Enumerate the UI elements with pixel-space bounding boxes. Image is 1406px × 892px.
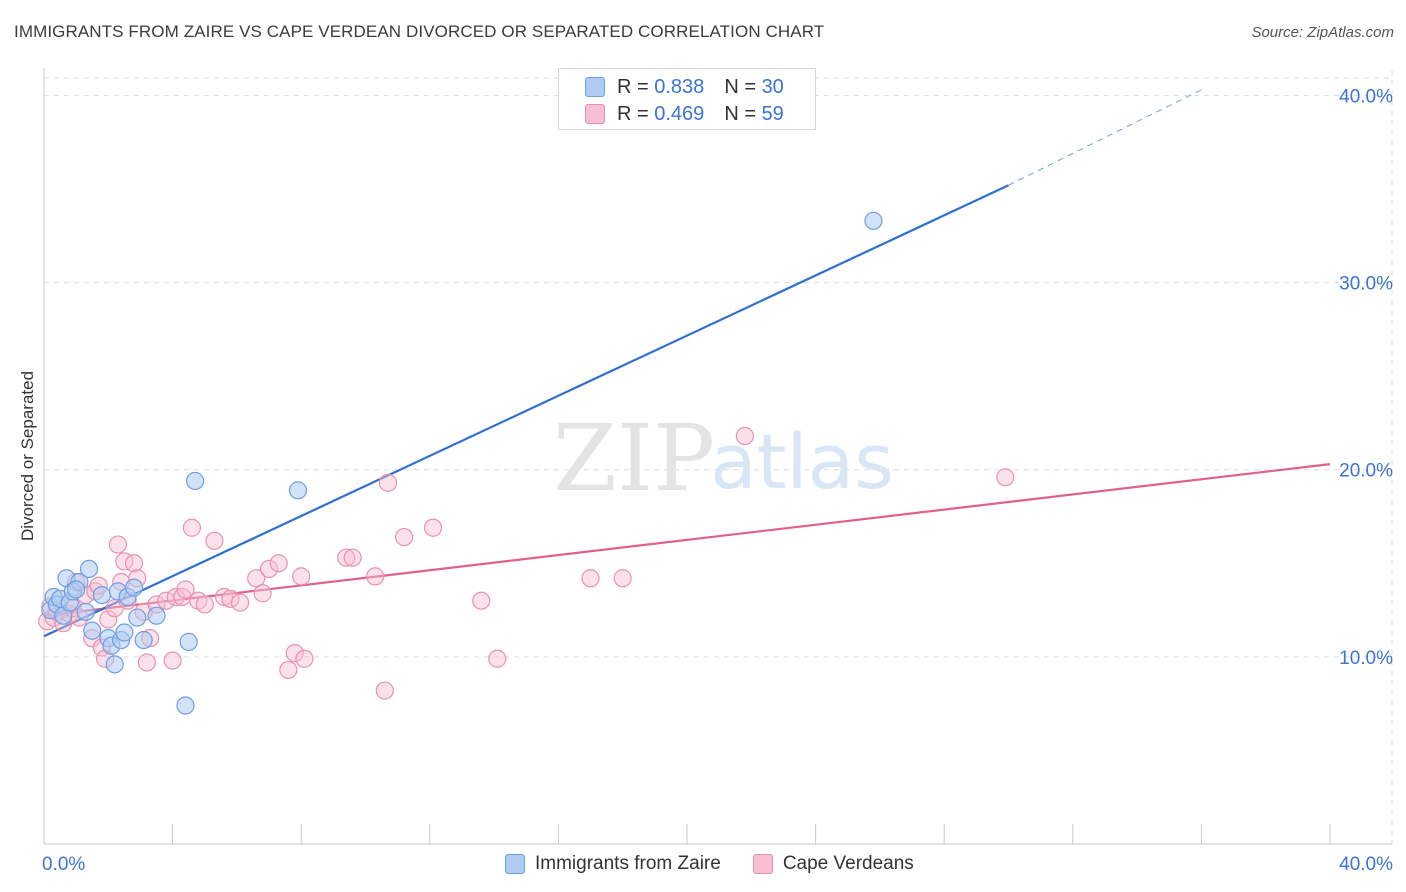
point-cape-verdean (163, 651, 182, 670)
x-tick-label: 0.0% (42, 854, 85, 875)
point-cape-verdean (205, 531, 224, 550)
point-cape-verdean (231, 593, 250, 612)
n-value: 30 (761, 75, 784, 98)
point-cape-verdean (337, 548, 356, 567)
point-cape-verdean (214, 587, 234, 607)
point-cape-verdean (108, 535, 128, 554)
point-cape-verdean (613, 569, 632, 588)
trendline-zaire (43, 184, 1009, 638)
watermark: ZIP atlas (553, 405, 894, 512)
trendline-zaire-extension (1008, 89, 1202, 186)
y-tick-label: 10.0% (1339, 648, 1393, 669)
point-cape-verdean (366, 567, 385, 586)
point-zaire (864, 211, 883, 230)
point-zaire (105, 655, 124, 674)
r-value: 0.838 (654, 75, 705, 98)
series-legend-item-cape-verdean: Cape Verdeans (752, 853, 914, 875)
legend-swatch-cape-verdean (752, 854, 773, 874)
point-cape-verdean (279, 660, 298, 680)
point-zaire (147, 606, 166, 625)
point-cape-verdean (124, 554, 144, 573)
point-cape-verdean (221, 589, 240, 608)
point-zaire (186, 471, 205, 491)
point-cape-verdean (292, 567, 311, 586)
n-label: N = (724, 102, 756, 125)
point-cape-verdean (166, 587, 185, 607)
point-cape-verdean (581, 569, 600, 588)
point-cape-verdean (472, 591, 491, 610)
point-cape-verdean (269, 554, 288, 573)
point-cape-verdean (343, 548, 362, 567)
point-zaire (128, 608, 147, 627)
y-axis-title: Divorced or Separated (18, 370, 37, 542)
trendline-cape-verdean (43, 463, 1331, 617)
legend-swatch-zaire (505, 854, 525, 874)
stats-legend-row-cape-verdean: R = 0.469 N = 59 (585, 101, 784, 127)
point-zaire (67, 580, 86, 599)
point-cape-verdean (247, 569, 266, 588)
point-zaire (115, 623, 134, 642)
point-zaire (134, 630, 153, 650)
point-zaire (179, 632, 198, 651)
point-cape-verdean (735, 426, 754, 446)
point-cape-verdean (378, 473, 398, 492)
point-cape-verdean (996, 468, 1015, 487)
axes (43, 68, 1392, 845)
point-cape-verdean (375, 681, 394, 700)
n-label: N = (724, 75, 756, 98)
r-label: R = (617, 102, 649, 125)
trend-lines (43, 89, 1331, 638)
r-value: 0.469 (654, 102, 705, 125)
data-points (38, 211, 1015, 715)
n-value: 59 (761, 102, 784, 125)
series-legend-item-zaire: Immigrants from Zaire (505, 853, 721, 875)
point-zaire (76, 602, 95, 622)
y-tick-label: 30.0% (1339, 274, 1393, 295)
r-label: R = (617, 75, 649, 98)
point-zaire (79, 559, 99, 579)
point-cape-verdean (182, 518, 201, 537)
point-cape-verdean (99, 610, 118, 629)
watermark-zip: ZIP (553, 405, 715, 512)
point-cape-verdean (295, 649, 314, 668)
point-cape-verdean (253, 584, 272, 603)
point-cape-verdean (195, 595, 214, 614)
grid-lines (44, 70, 1393, 844)
point-cape-verdean (488, 649, 507, 668)
series-legend-label: Cape Verdeans (782, 853, 914, 874)
tick-labels: 10.0% 20.0% 30.0% 40.0% 0.0% 40.0% (42, 86, 1393, 875)
point-zaire (176, 696, 195, 715)
chart-title: IMMIGRANTS FROM ZAIRE VS CAPE VERDEAN DI… (14, 22, 825, 41)
y-tick-label: 40.0% (1339, 86, 1393, 107)
stats-legend: R = 0.838 N = 30 R = 0.469 N = 59 (558, 68, 816, 130)
point-zaire (288, 481, 308, 500)
point-cape-verdean (394, 527, 414, 547)
point-cape-verdean (176, 580, 195, 599)
x-tick-label: 40.0% (1339, 854, 1393, 875)
legend-swatch-zaire (585, 77, 605, 97)
series-legend-label: Immigrants from Zaire (535, 853, 721, 874)
watermark-atlas: atlas (710, 417, 894, 506)
point-zaire (124, 578, 144, 597)
point-cape-verdean (423, 518, 443, 537)
point-cape-verdean (259, 559, 279, 579)
stats-legend-row-zaire: R = 0.838 N = 30 (585, 74, 784, 100)
point-cape-verdean (285, 644, 304, 663)
legend-swatch-cape-verdean (585, 104, 605, 124)
y-tick-label: 20.0% (1339, 461, 1393, 482)
point-zaire (83, 621, 102, 640)
point-zaire (92, 585, 111, 605)
chart-source: Source: ZipAtlas.com (1251, 24, 1394, 41)
point-cape-verdean (137, 653, 156, 672)
series-legend: Immigrants from Zaire Cape Verdeans (505, 852, 914, 876)
